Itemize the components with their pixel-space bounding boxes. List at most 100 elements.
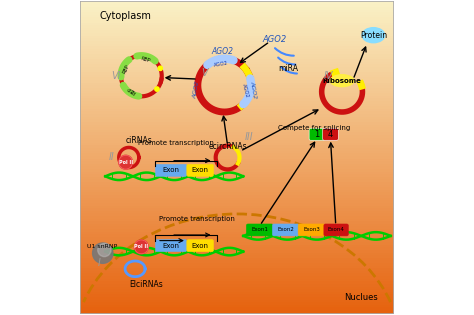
Bar — [80, 286, 394, 288]
Bar — [80, 181, 394, 184]
Bar — [80, 176, 394, 178]
Text: V: V — [201, 68, 208, 78]
Bar — [80, 16, 394, 19]
Text: Exon: Exon — [163, 243, 180, 249]
Bar — [80, 74, 394, 77]
Bar — [80, 283, 394, 286]
Bar — [80, 40, 394, 43]
Bar — [80, 58, 394, 61]
FancyBboxPatch shape — [309, 128, 325, 140]
Bar — [80, 165, 394, 168]
Bar — [80, 92, 394, 95]
Bar — [80, 178, 394, 181]
Bar — [80, 236, 394, 238]
Bar — [80, 32, 394, 35]
Text: I: I — [98, 258, 100, 267]
Bar — [80, 215, 394, 218]
Bar — [80, 118, 394, 121]
Bar — [80, 48, 394, 50]
Bar — [80, 111, 394, 113]
Bar — [80, 126, 394, 129]
Bar — [80, 306, 394, 309]
Bar — [80, 29, 394, 32]
Bar — [80, 246, 394, 249]
Bar — [80, 71, 394, 74]
Bar — [80, 265, 394, 267]
Text: Pol II: Pol II — [134, 244, 148, 249]
Bar — [80, 233, 394, 236]
Bar — [80, 6, 394, 9]
Text: Promote transcription: Promote transcription — [138, 140, 214, 146]
Text: U1 snRNP: U1 snRNP — [87, 244, 118, 249]
Bar — [80, 296, 394, 299]
Bar — [80, 210, 394, 212]
Bar — [80, 69, 394, 71]
Bar — [80, 168, 394, 170]
Circle shape — [158, 66, 163, 71]
Text: RBP: RBP — [140, 56, 151, 64]
Text: Exon: Exon — [191, 167, 209, 173]
Bar — [80, 22, 394, 24]
Bar — [80, 123, 394, 126]
Bar — [80, 199, 394, 202]
Text: EIciRNAs: EIciRNAs — [129, 280, 163, 289]
Bar — [80, 288, 394, 291]
Bar — [80, 238, 394, 241]
Bar — [80, 218, 394, 220]
Bar — [80, 87, 394, 89]
Text: AGO2: AGO2 — [212, 47, 234, 56]
Bar — [80, 37, 394, 40]
Bar — [80, 226, 394, 228]
Bar — [80, 184, 394, 186]
Bar — [80, 293, 394, 296]
Text: Ribosome: Ribosome — [323, 78, 362, 84]
Bar — [80, 134, 394, 137]
Bar — [80, 249, 394, 252]
Bar — [80, 129, 394, 131]
Circle shape — [155, 87, 159, 91]
Bar — [80, 108, 394, 111]
Bar — [80, 252, 394, 254]
Bar — [80, 312, 394, 314]
Bar — [80, 163, 394, 165]
Text: AGO2: AGO2 — [262, 35, 286, 44]
Bar — [80, 100, 394, 103]
Bar — [80, 223, 394, 226]
Bar — [80, 82, 394, 84]
Bar — [80, 97, 394, 100]
Bar — [80, 241, 394, 244]
Bar — [80, 278, 394, 280]
Bar — [80, 150, 394, 152]
Text: III: III — [245, 132, 254, 142]
Text: RBP: RBP — [122, 64, 130, 74]
Text: 4: 4 — [328, 130, 333, 139]
Bar — [80, 160, 394, 163]
Bar — [80, 202, 394, 204]
Bar — [80, 79, 394, 82]
Bar — [80, 262, 394, 265]
Bar — [80, 3, 394, 6]
FancyBboxPatch shape — [298, 224, 325, 236]
Bar — [80, 212, 394, 215]
Text: AGO2: AGO2 — [193, 81, 201, 99]
FancyBboxPatch shape — [187, 240, 213, 252]
Bar — [80, 220, 394, 223]
FancyBboxPatch shape — [246, 224, 273, 236]
Ellipse shape — [98, 243, 111, 257]
Ellipse shape — [330, 75, 354, 87]
Bar — [80, 267, 394, 270]
Bar — [80, 189, 394, 192]
Bar — [80, 14, 394, 16]
Text: Exon2: Exon2 — [277, 227, 294, 232]
Bar — [80, 137, 394, 139]
Text: AGO2: AGO2 — [213, 60, 228, 68]
Bar — [80, 304, 394, 306]
Bar — [80, 275, 394, 278]
Bar — [80, 270, 394, 272]
Bar — [80, 272, 394, 275]
Bar — [80, 192, 394, 194]
Bar — [80, 63, 394, 66]
Bar — [80, 299, 394, 301]
Bar — [80, 139, 394, 142]
Bar — [80, 254, 394, 257]
